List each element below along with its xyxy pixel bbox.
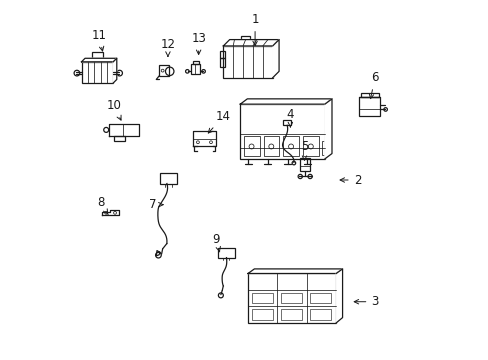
Bar — [303, 136, 318, 156]
Text: 9: 9 — [212, 234, 220, 252]
Bar — [159, 65, 169, 76]
Polygon shape — [240, 99, 331, 104]
Polygon shape — [81, 58, 117, 62]
Bar — [247, 274, 336, 323]
Text: 14: 14 — [208, 110, 230, 133]
Bar — [241, 36, 249, 40]
Bar — [92, 52, 102, 58]
Bar — [300, 158, 309, 171]
Bar — [283, 136, 299, 156]
Polygon shape — [324, 99, 331, 159]
Text: 8: 8 — [97, 197, 108, 215]
Bar — [244, 136, 259, 156]
Text: 7: 7 — [149, 198, 163, 211]
Bar — [218, 248, 235, 258]
Bar — [309, 293, 330, 303]
Bar — [358, 97, 380, 117]
Bar — [81, 62, 113, 83]
Bar — [240, 104, 324, 159]
Text: 11: 11 — [91, 29, 106, 51]
Bar — [263, 136, 279, 156]
Bar — [219, 58, 224, 67]
Text: 1: 1 — [251, 13, 258, 46]
Text: 6: 6 — [368, 71, 378, 99]
Text: 4: 4 — [286, 108, 293, 127]
Bar — [360, 93, 378, 97]
Polygon shape — [113, 58, 117, 83]
Bar — [322, 141, 327, 155]
Bar — [280, 310, 302, 320]
Bar — [160, 173, 177, 184]
Text: 13: 13 — [191, 32, 205, 54]
Polygon shape — [247, 269, 342, 274]
Bar — [114, 136, 124, 141]
Bar — [309, 310, 330, 320]
Bar — [223, 46, 272, 78]
Bar — [219, 51, 224, 58]
Text: 3: 3 — [353, 295, 378, 308]
Text: 10: 10 — [106, 99, 121, 120]
Bar — [251, 293, 272, 303]
Text: 12: 12 — [160, 38, 175, 57]
Bar — [193, 61, 199, 64]
Polygon shape — [272, 40, 279, 78]
Bar — [251, 310, 272, 320]
Text: 5: 5 — [300, 140, 307, 160]
Polygon shape — [223, 40, 279, 46]
Text: 2: 2 — [339, 174, 361, 186]
Polygon shape — [336, 269, 342, 323]
Bar — [283, 120, 290, 125]
Bar — [280, 293, 302, 303]
Bar — [190, 64, 200, 74]
